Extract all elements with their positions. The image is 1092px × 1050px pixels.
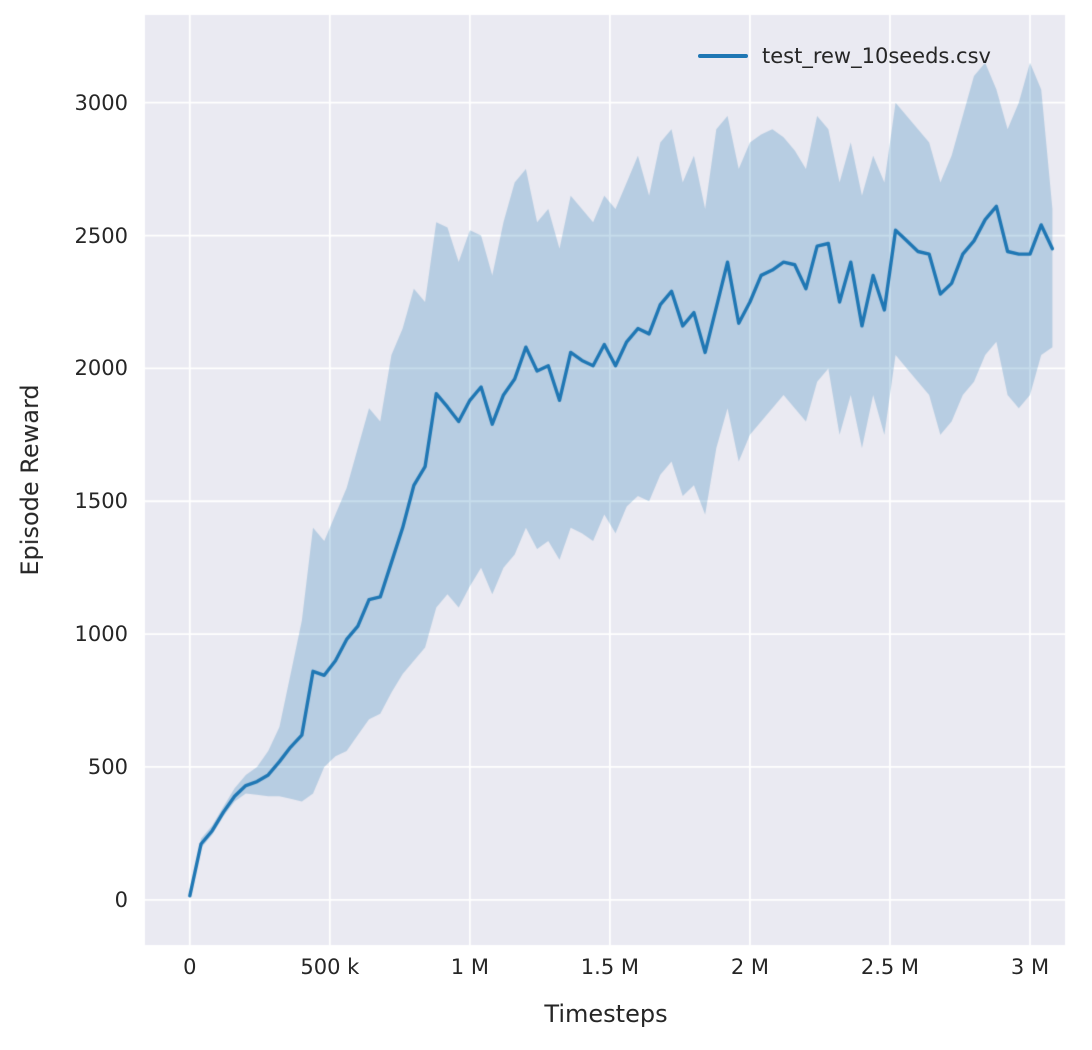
legend: test_rew_10seeds.csv — [698, 44, 991, 68]
y-tick-label: 500 — [87, 754, 128, 779]
y-tick-label: 1000 — [74, 622, 128, 647]
x-tick-label: 1 M — [450, 955, 489, 979]
x-tick-label: 0 — [183, 955, 197, 979]
x-tick-label: 2 M — [730, 955, 769, 979]
legend-label: test_rew_10seeds.csv — [762, 44, 991, 68]
x-axis-label: Timesteps — [544, 1000, 668, 1028]
y-tick-label: 0 — [114, 887, 128, 912]
y-tick-label: 3000 — [74, 90, 128, 115]
x-tick-label: 3 M — [1010, 955, 1050, 979]
y-tick-label: 1500 — [74, 489, 128, 514]
y-tick-label: 2500 — [74, 223, 128, 248]
y-axis-label: Episode Reward — [16, 384, 44, 576]
legend-line-sample — [698, 54, 748, 58]
x-tick-label: 2.5 M — [860, 955, 920, 979]
y-tick-label: 2000 — [74, 356, 128, 381]
x-tick-label: 500 k — [300, 955, 360, 979]
x-tick-label: 1.5 M — [580, 955, 639, 979]
